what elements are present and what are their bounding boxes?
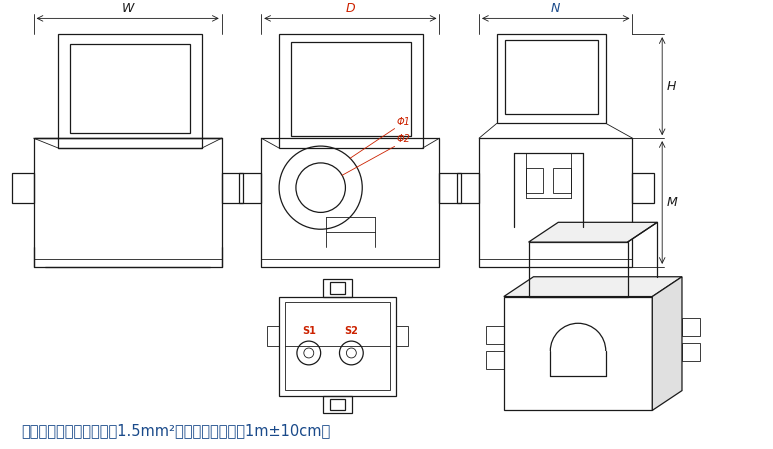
Bar	[261, 138, 440, 267]
Bar	[505, 40, 598, 114]
Bar	[58, 34, 202, 148]
Bar	[291, 42, 410, 136]
Text: 注：互感器二次引出线为1.5mm²导线，标配长度为1m±10cm。: 注：互感器二次引出线为1.5mm²导线，标配长度为1m±10cm。	[22, 423, 331, 438]
Bar	[279, 34, 423, 148]
Bar	[479, 138, 632, 267]
Bar	[70, 44, 190, 133]
Bar	[33, 138, 222, 267]
Bar	[529, 242, 628, 296]
Text: D: D	[346, 2, 355, 15]
Polygon shape	[652, 277, 682, 410]
Bar	[396, 326, 408, 346]
Bar	[497, 34, 606, 123]
Text: W: W	[121, 2, 134, 15]
Bar	[267, 326, 279, 346]
Bar	[486, 351, 504, 369]
Bar	[632, 173, 654, 202]
Bar	[486, 326, 504, 344]
Text: Φ2: Φ2	[397, 134, 410, 145]
Bar	[553, 168, 571, 193]
Polygon shape	[529, 222, 657, 242]
Text: N: N	[551, 2, 560, 15]
Polygon shape	[504, 277, 682, 296]
Text: S2: S2	[345, 326, 359, 336]
Bar	[682, 318, 700, 336]
Bar	[682, 343, 700, 361]
Bar	[12, 173, 33, 202]
Text: H: H	[667, 80, 676, 92]
Text: S1: S1	[301, 326, 315, 336]
Bar	[322, 396, 352, 414]
Bar	[329, 399, 346, 410]
Bar	[279, 296, 396, 396]
Text: Φ1: Φ1	[397, 117, 410, 127]
Text: M: M	[667, 196, 678, 209]
Bar	[526, 168, 543, 193]
Bar	[222, 173, 243, 202]
Bar	[504, 296, 652, 410]
Bar	[285, 303, 390, 390]
Bar	[240, 173, 261, 202]
Bar	[440, 173, 461, 202]
Bar	[322, 279, 352, 296]
Bar	[458, 173, 479, 202]
Bar	[329, 282, 346, 294]
